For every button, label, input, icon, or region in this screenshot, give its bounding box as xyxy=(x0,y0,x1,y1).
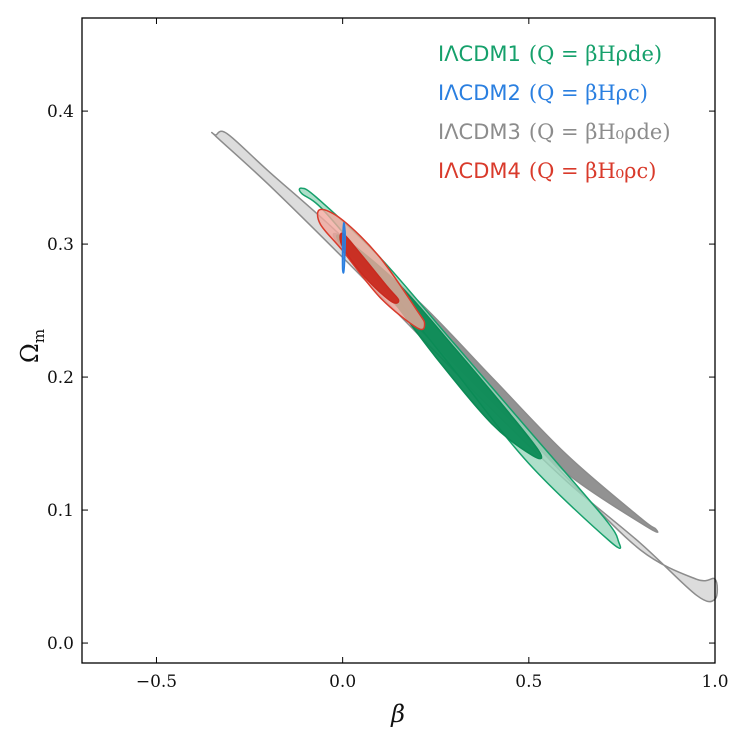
y-tick-label: 0.3 xyxy=(47,235,74,255)
legend-expression: (Q = βH₀ρde) xyxy=(529,120,671,144)
legend-entry-icdm4: IΛCDM4 (Q = βH₀ρc) xyxy=(438,159,656,183)
legend-expression: (Q = βHρc) xyxy=(529,81,648,105)
y-tick-label: 0.0 xyxy=(47,634,74,654)
legend-expression: (Q = βH₀ρc) xyxy=(529,159,657,183)
x-tick-label: 1.0 xyxy=(701,672,728,692)
x-tick-label: 0.0 xyxy=(329,672,356,692)
x-tick-label: 0.5 xyxy=(515,672,542,692)
legend-model-name: IΛCDM1 xyxy=(438,42,521,66)
y-axis-title: Ωm xyxy=(16,329,48,363)
y-tick-label: 0.4 xyxy=(47,102,74,122)
plot-frame xyxy=(81,17,716,664)
series-icdm2 xyxy=(341,222,347,274)
legend-entry-icdm1: IΛCDM1 (Q = βHρde) xyxy=(438,42,662,66)
legend-model-name: IΛCDM4 xyxy=(438,159,521,183)
x-axis-title: β xyxy=(390,700,405,728)
y-tick-label: 0.1 xyxy=(47,501,74,521)
legend-model-name: IΛCDM2 xyxy=(438,81,521,105)
x-tick-label: −0.5 xyxy=(136,672,177,692)
contours-layer xyxy=(210,130,719,603)
svg-text:Ωm: Ωm xyxy=(16,329,48,363)
legend-entry-icdm2: IΛCDM2 (Q = βHρc) xyxy=(438,81,648,105)
legend-model-name: IΛCDM3 xyxy=(438,120,521,144)
y-axis-title-sub: m xyxy=(30,329,48,343)
legend-entry-icdm3: IΛCDM3 (Q = βH₀ρde) xyxy=(438,120,671,144)
series-icdm4 xyxy=(316,208,426,331)
ticks-layer: −0.5 0.0 0.5 1.0 0.0 0.1 0.2 0.3 0.4 xyxy=(47,18,729,692)
legend-expression: (Q = βHρde) xyxy=(529,42,662,66)
legend: IΛCDM1 (Q = βHρde) IΛCDM2 (Q = βHρc) IΛCDM3 (… xyxy=(438,42,671,183)
y-tick-label: 0.2 xyxy=(47,368,74,388)
y-axis-title-main: Ω xyxy=(16,343,44,363)
contour-icdm2-95 xyxy=(341,222,347,274)
